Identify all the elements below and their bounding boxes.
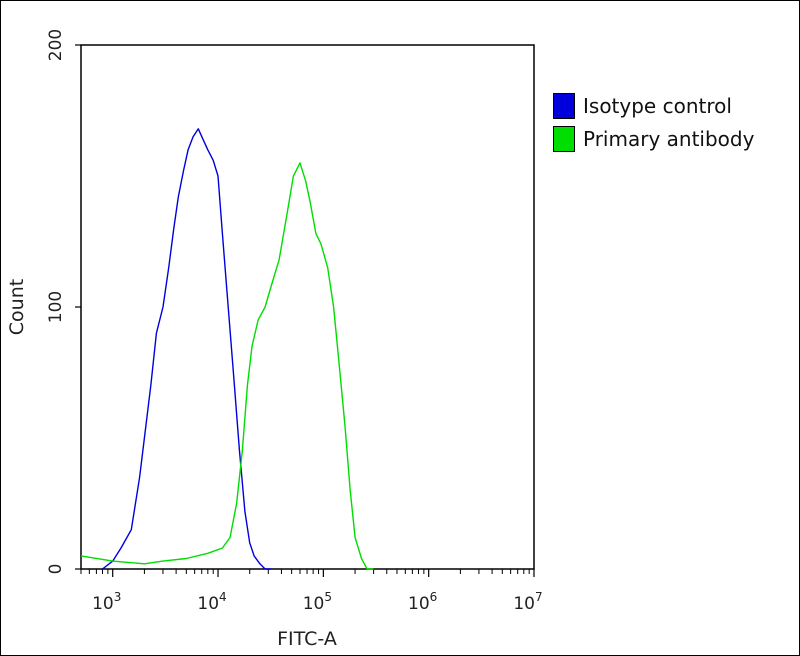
- legend-swatch-primary: [553, 125, 575, 152]
- legend-label: Primary antibody: [583, 126, 755, 151]
- x-tick-label: 105: [303, 590, 332, 614]
- legend-item: Primary antibody: [553, 122, 754, 155]
- y-tick-label: 100: [46, 291, 66, 323]
- plot-area: [80, 44, 535, 570]
- x-tick-label: 104: [197, 590, 226, 614]
- x-axis-label: FITC-A: [277, 628, 337, 650]
- legend-swatch-isotype: [553, 92, 575, 119]
- x-tick-label: 106: [408, 590, 437, 614]
- legend-item: Isotype control: [553, 89, 754, 122]
- y-tick-label: 200: [46, 29, 66, 61]
- y-tick-label: 0: [46, 564, 66, 575]
- x-tick-label: 103: [92, 590, 121, 614]
- legend: Isotype control Primary antibody: [553, 89, 754, 155]
- series-line-primary-antibody: [80, 162, 374, 570]
- series-line-isotype-control: [102, 128, 272, 570]
- chart-marks: 0 100 200 103 104 105 106 107: [46, 29, 543, 614]
- y-axis-label: Count: [6, 279, 28, 335]
- x-tick-label: 107: [513, 590, 542, 614]
- legend-label: Isotype control: [583, 93, 732, 118]
